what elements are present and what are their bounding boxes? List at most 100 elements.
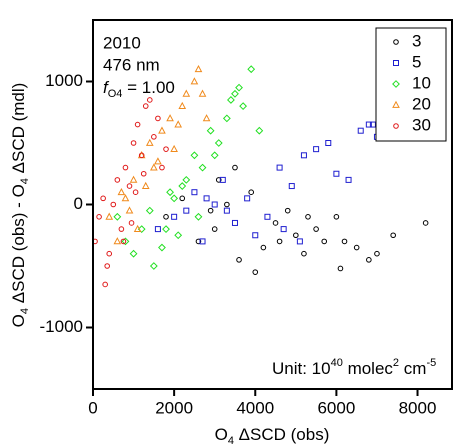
unit-part: molec	[343, 359, 394, 378]
point	[121, 237, 130, 246]
point	[96, 214, 102, 220]
point	[215, 177, 222, 183]
point	[235, 83, 243, 92]
point	[110, 201, 117, 208]
point	[133, 224, 142, 232]
point	[154, 226, 161, 233]
point	[284, 207, 291, 214]
point	[214, 139, 223, 147]
point	[211, 226, 218, 232]
x-tick-label: 6000	[317, 398, 355, 417]
legend-marker	[393, 39, 399, 45]
point	[325, 140, 332, 146]
point	[105, 212, 114, 220]
unit-sup: 2	[393, 357, 399, 369]
point	[357, 127, 364, 134]
x-tick-label: 4000	[236, 398, 274, 417]
annotation-unit: Unit: 1040 molec2 cm-5	[272, 357, 436, 379]
legend-label: 20	[412, 94, 431, 113]
point	[222, 114, 231, 123]
point	[280, 226, 287, 233]
point	[113, 237, 122, 245]
point	[224, 201, 230, 208]
point	[130, 140, 137, 146]
legend-box	[375, 27, 447, 142]
point	[179, 195, 186, 202]
point	[171, 213, 178, 220]
point	[195, 238, 202, 245]
legend-marker	[393, 123, 399, 129]
point	[231, 89, 239, 98]
legend-marker	[393, 60, 399, 66]
point	[337, 265, 344, 272]
point	[125, 206, 134, 214]
point	[248, 189, 255, 195]
unit-sup: 40	[331, 357, 343, 369]
point	[365, 121, 372, 128]
point	[118, 226, 125, 232]
label-part: ΔSCD (obs) - O	[9, 184, 28, 308]
point	[252, 232, 259, 239]
legend-marker	[392, 80, 400, 88]
point	[301, 250, 307, 257]
point	[210, 151, 219, 160]
y-tick-label: -1000	[40, 317, 83, 336]
point	[232, 164, 238, 171]
legend-marker	[392, 100, 400, 108]
point	[146, 97, 153, 103]
point	[166, 188, 174, 197]
point	[345, 176, 352, 183]
point	[182, 89, 191, 97]
factor-symbol: f	[103, 78, 110, 97]
point	[121, 194, 130, 202]
point	[260, 244, 267, 251]
point	[117, 187, 126, 196]
label-part: O	[215, 425, 228, 444]
point	[174, 120, 183, 128]
point	[170, 194, 179, 203]
x-axis-label: O4 ΔSCD (obs)	[215, 425, 330, 446]
point	[163, 146, 169, 152]
point	[155, 115, 161, 122]
point	[264, 213, 271, 220]
legend-label: 5	[412, 52, 421, 71]
point	[219, 176, 226, 183]
point	[247, 65, 256, 74]
point	[276, 164, 283, 171]
point	[422, 220, 429, 226]
point	[203, 195, 210, 202]
point	[305, 214, 311, 220]
point	[288, 183, 295, 190]
point	[236, 257, 242, 263]
point	[194, 212, 203, 221]
point	[140, 170, 147, 177]
point	[183, 207, 190, 214]
point	[106, 250, 113, 257]
point	[194, 64, 203, 73]
point	[191, 189, 198, 196]
point	[141, 181, 150, 189]
point	[255, 126, 264, 135]
point	[244, 195, 251, 202]
point	[276, 238, 283, 245]
point	[333, 170, 340, 177]
point	[190, 77, 199, 85]
point	[145, 206, 154, 215]
point	[113, 212, 122, 221]
label-sub: 4	[19, 308, 31, 314]
point	[321, 238, 328, 245]
point	[374, 250, 380, 257]
point	[293, 232, 299, 239]
point	[128, 220, 135, 226]
annotation-wavelength: 476 nm	[103, 55, 160, 74]
point	[353, 244, 360, 251]
point	[174, 231, 183, 240]
point	[227, 96, 235, 104]
annotation-factor: fO4 = 1.00	[103, 78, 175, 99]
point	[366, 257, 372, 263]
unit-part: cm	[399, 359, 426, 378]
point	[159, 164, 165, 171]
point	[100, 195, 106, 202]
point	[163, 214, 169, 220]
